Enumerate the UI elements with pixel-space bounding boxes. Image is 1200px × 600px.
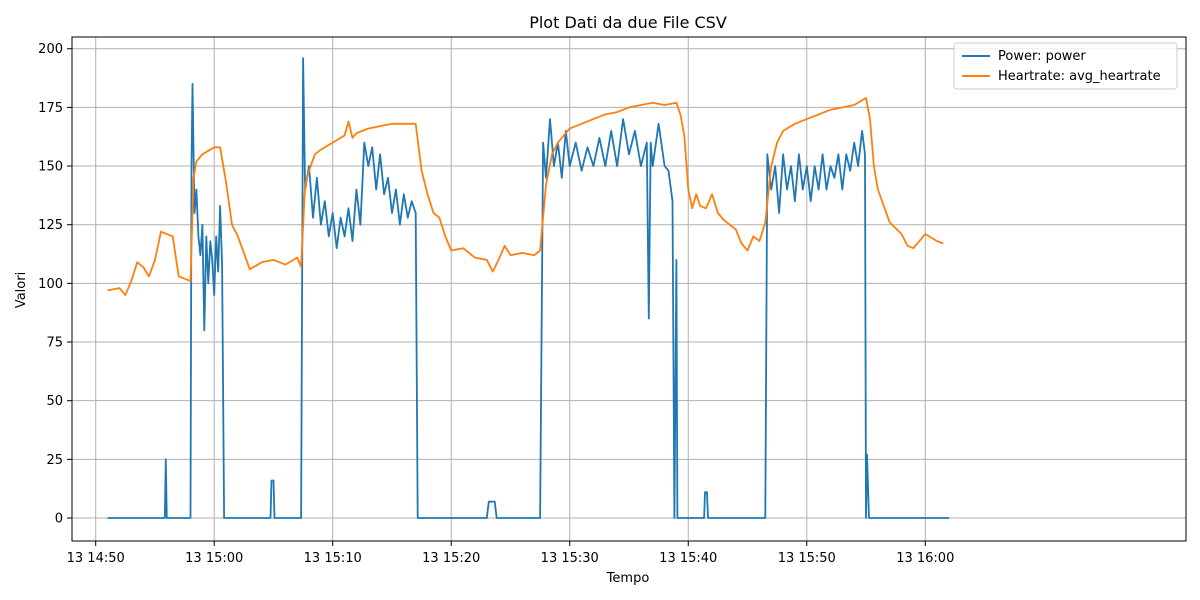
y-tick-label: 200	[38, 42, 63, 57]
x-tick-label: 13 15:50	[778, 551, 836, 566]
x-tick-label: 13 15:10	[304, 551, 362, 566]
series-layer	[107, 57, 949, 519]
legend: Power: power Heartrate: avg_heartrate	[953, 42, 1178, 90]
y-axis-title: Valori	[14, 272, 29, 308]
y-tick-label: 50	[46, 394, 63, 409]
y-tick-label: 75	[46, 336, 63, 351]
grid	[72, 37, 1186, 541]
chart-title: Plot Dati da due File CSV	[529, 13, 727, 32]
x-tick-label: 13 14:50	[67, 551, 125, 566]
y-tick-label: 100	[38, 277, 63, 292]
axis-ticks: 13 14:50 13 15:00 13 15:10 13 15:20 13 15:30…	[38, 42, 954, 566]
x-tick-label: 13 15:40	[659, 551, 717, 566]
x-tick-label: 13 15:20	[422, 551, 480, 566]
y-tick-label: 125	[38, 218, 63, 233]
y-tick-label: 25	[46, 453, 63, 468]
x-tick-label: 13 16:00	[896, 551, 954, 566]
series-power-line	[107, 57, 949, 519]
plot-area	[71, 36, 1187, 542]
y-tick-label: 0	[55, 512, 63, 527]
legend-label-heartrate: Heartrate: avg_heartrate	[998, 69, 1161, 84]
x-axis-title: Tempo	[606, 571, 650, 586]
x-tick-label: 13 15:00	[185, 551, 243, 566]
series-heartrate-line	[107, 97, 944, 297]
legend-box	[953, 42, 1178, 90]
y-tick-label: 150	[38, 160, 63, 175]
x-tick-label: 13 15:30	[541, 551, 599, 566]
legend-label-power: Power: power	[998, 49, 1086, 64]
y-tick-label: 175	[38, 101, 63, 116]
